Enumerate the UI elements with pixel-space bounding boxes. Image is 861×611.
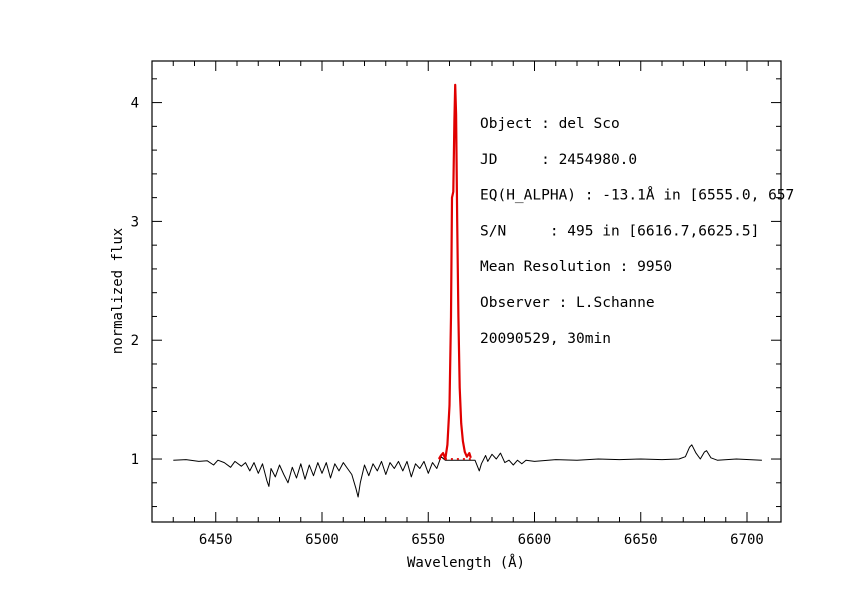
y-tick-labels: 1 2 3 4 — [131, 96, 139, 468]
plot-lines — [173, 83, 762, 498]
x-axis-title: Wavelength (Å) — [407, 554, 525, 571]
annotation-line: 20090529, 30min — [480, 331, 611, 347]
y-tick-label: 4 — [131, 96, 139, 112]
y-axis-title: normalized flux — [110, 228, 126, 354]
x-tick-labels: 6450 6500 6550 6600 6650 6700 — [199, 532, 764, 548]
series-line-1 — [437, 83, 472, 461]
x-tick-label: 6450 — [199, 532, 233, 548]
annotation-line: Mean Resolution : 9950 — [480, 259, 672, 275]
x-tick-label: 6650 — [624, 532, 658, 548]
axis-ticks — [151, 61, 781, 522]
annotation-line: JD : 2454980.0 — [480, 152, 637, 168]
x-tick-label: 6700 — [730, 532, 764, 548]
annotation-line: Object : del Sco — [480, 116, 620, 132]
series-line-0 — [173, 444, 762, 498]
annotation-line: EQ(H_ALPHA) : -13.1Å in [6555.0, 657 — [480, 187, 794, 204]
annotation-block: Object : del Sco JD : 2454980.0 EQ(H_ALPHA… — [480, 116, 794, 347]
annotation-line: S/N : 495 in [6616.7,6625.5] — [480, 223, 759, 239]
x-tick-label: 6550 — [411, 532, 445, 548]
x-tick-label: 6600 — [518, 532, 552, 548]
y-tick-label: 3 — [131, 214, 139, 230]
y-tick-label: 1 — [131, 452, 139, 468]
plot-frame — [151, 60, 782, 523]
annotation-line: Observer : L.Schanne — [480, 295, 655, 311]
x-tick-label: 6500 — [305, 532, 339, 548]
y-tick-label: 2 — [131, 333, 139, 349]
